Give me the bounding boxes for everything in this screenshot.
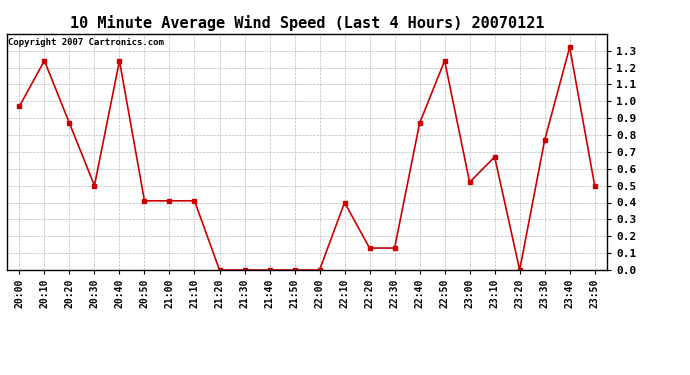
Title: 10 Minute Average Wind Speed (Last 4 Hours) 20070121: 10 Minute Average Wind Speed (Last 4 Hou…	[70, 15, 544, 31]
Text: Copyright 2007 Cartronics.com: Copyright 2007 Cartronics.com	[8, 39, 164, 48]
